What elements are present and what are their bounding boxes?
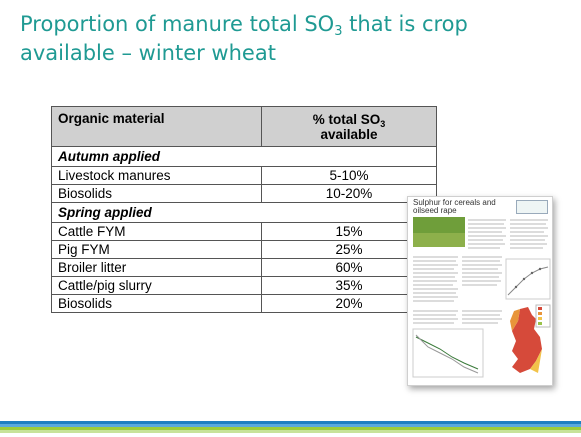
cell-value: 20% [261, 294, 437, 313]
table-header-row: Organic material % total SO3 available [51, 106, 437, 147]
header-pct-available: % total SO3 available [261, 106, 437, 147]
thumbnail-content [412, 217, 551, 378]
thumbnail-logo [516, 200, 548, 214]
table-row: Biosolids 20% [51, 294, 437, 313]
thumbnail-mini-chart [505, 258, 551, 300]
cell-material: Cattle/pig slurry [51, 276, 262, 295]
manure-sulphur-table: Organic material % total SO3 available Au… [51, 106, 437, 313]
thumbnail-uk-map [512, 307, 542, 373]
cell-value: 5-10% [261, 166, 437, 185]
header-organic-material: Organic material [51, 106, 262, 147]
document-thumbnail: Sulphur for cereals and oilseed rape [407, 196, 553, 386]
table-row: Cattle FYM 15% [51, 222, 437, 241]
cell-material: Pig FYM [51, 240, 262, 259]
cell-value: 35% [261, 276, 437, 295]
table-row: Broiler litter 60% [51, 258, 437, 277]
section-row-spring: Spring applied [51, 202, 437, 223]
table-row: Pig FYM 25% [51, 240, 437, 259]
table-row: Cattle/pig slurry 35% [51, 276, 437, 295]
cell-material: Cattle FYM [51, 222, 262, 241]
section-row-autumn: Autumn applied [51, 146, 437, 167]
cell-material: Biosolids [51, 294, 262, 313]
title-line-1: Proportion of manure total SO3 that is c… [20, 12, 468, 39]
table-row: Livestock manures 5-10% [51, 166, 437, 185]
footer-stripes [0, 421, 581, 437]
cell-material: Broiler litter [51, 258, 262, 277]
slide-title: Proportion of manure total SO3 that is c… [20, 10, 560, 68]
cell-material: Livestock manures [51, 166, 262, 185]
thumbnail-title: Sulphur for cereals and oilseed rape [413, 198, 496, 215]
table-row: Biosolids 10-20% [51, 184, 437, 203]
thumbnail-line-chart [412, 328, 484, 378]
title-line-2: available – winter wheat [20, 41, 276, 65]
cell-material: Biosolids [51, 184, 262, 203]
